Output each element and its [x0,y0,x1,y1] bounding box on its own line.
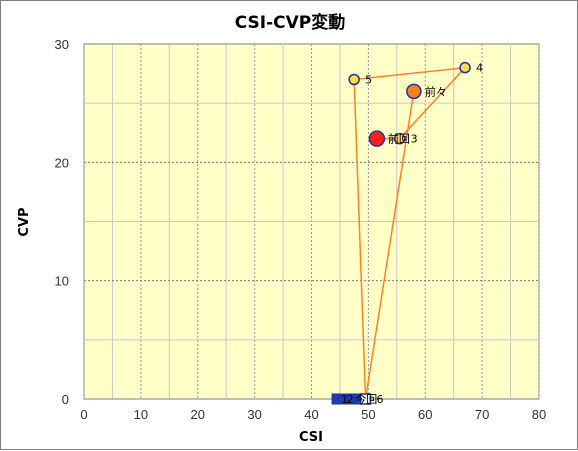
bottom-marker-label: 1 [341,393,348,406]
data-point [406,83,422,100]
data-point [459,61,471,74]
bottom-marker-label: 2 [347,393,354,406]
point-label: 4 [476,62,483,75]
point-label: 3 [411,133,418,146]
data-points [331,61,471,405]
point-label: 6 [377,393,384,406]
grid [83,43,540,400]
bottom-marker-label: 今回 [355,392,377,406]
x-tick-label: 0 [80,407,87,422]
data-point [368,130,386,147]
point-labels: 前回 3 4 5 6 前々 12 今回 [341,62,483,406]
data-point [348,73,360,86]
x-tick-label: 50 [361,407,375,422]
data-point [359,393,372,405]
tick-labels: 0 10 20 30 40 50 60 70 80 0 10 20 30 [55,37,547,422]
y-tick-label: 30 [55,37,69,52]
x-tick-label: 40 [304,407,318,422]
point-label: 5 [365,74,372,87]
y-axis-label: CVP [17,207,32,236]
x-tick-label: 70 [475,407,489,422]
data-point [393,132,406,145]
y-tick-label: 20 [55,155,69,170]
point-label: 前々 [425,84,447,98]
x-tick-label: 10 [134,407,148,422]
x-axis-label: CSI [299,430,323,445]
x-tick-label: 80 [532,407,546,422]
x-tick-label: 20 [191,407,205,422]
y-tick-label: 0 [62,392,69,407]
y-tick-label: 10 [55,274,69,289]
x-tick-label: 60 [418,407,432,422]
point-label: 前回 [388,132,410,146]
x-tick-label: 30 [247,407,261,422]
chart-title: CSI-CVP変動 [235,12,346,33]
